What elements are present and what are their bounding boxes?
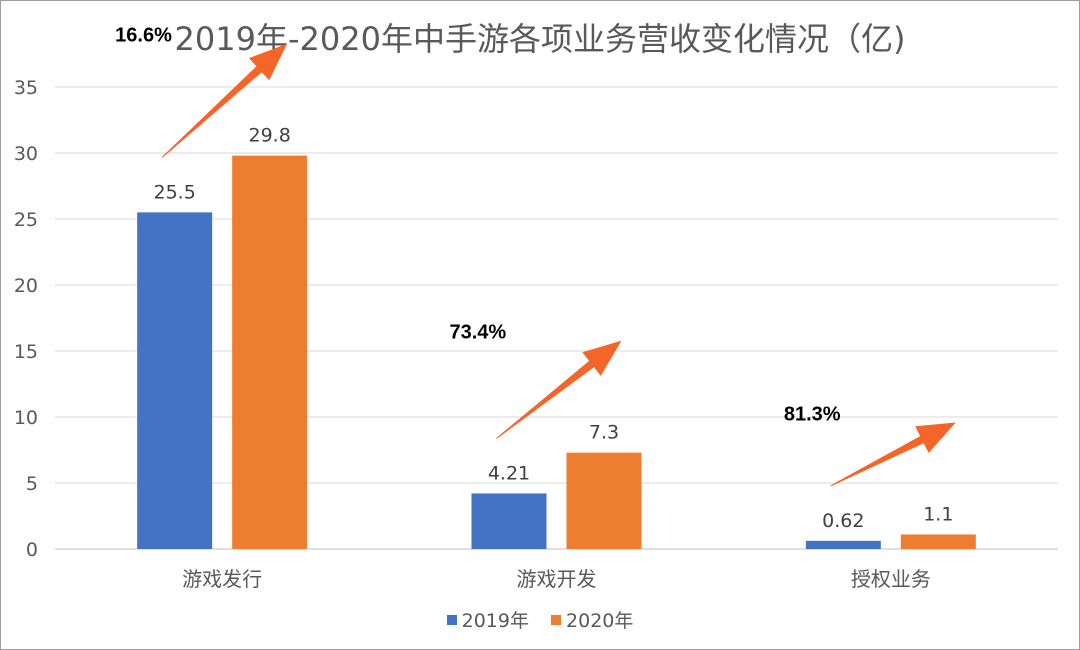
y-tick-label: 20	[14, 275, 38, 297]
y-tick-label: 30	[14, 143, 38, 165]
growth-arrow	[830, 422, 956, 487]
legend-swatch-2020	[551, 614, 562, 625]
data-label: 25.5	[154, 181, 196, 203]
growth-label: 16.6%	[115, 25, 172, 47]
y-tick-label: 25	[14, 209, 38, 231]
legend-item-2020: 2020年	[551, 606, 633, 633]
bar-2020	[900, 534, 976, 549]
data-label: 7.3	[589, 422, 619, 444]
x-tick-label: 游戏发行	[182, 567, 262, 591]
growth-arrow	[161, 43, 288, 158]
x-tick-label: 授权业务	[851, 567, 931, 591]
y-tick-label: 0	[26, 539, 38, 561]
chart-legend: 2019年 2020年	[0, 606, 1080, 633]
y-tick-label: 35	[14, 77, 38, 99]
y-tick-label: 15	[14, 341, 38, 363]
y-tick-label: 10	[14, 407, 38, 429]
legend-swatch-2019	[446, 614, 457, 625]
bar-2019	[805, 540, 881, 549]
data-label: 4.21	[488, 462, 530, 484]
data-label: 0.62	[822, 510, 864, 532]
bar-2020	[232, 155, 308, 549]
legend-item-2019: 2019年	[446, 606, 529, 633]
y-tick-label: 5	[26, 473, 38, 495]
bar-2019	[471, 493, 547, 549]
data-label: 1.1	[923, 503, 953, 525]
growth-arrow	[496, 340, 622, 439]
data-label: 29.8	[249, 125, 291, 147]
x-tick-label: 游戏开发	[517, 567, 597, 591]
legend-label-2019: 2019年	[461, 610, 529, 632]
bar-2019	[137, 212, 213, 549]
bar-2020	[566, 452, 642, 549]
growth-label: 73.4%	[450, 322, 507, 344]
legend-label-2020: 2020年	[566, 610, 634, 632]
growth-label: 81.3%	[784, 403, 841, 425]
chart-title: 2019年-2020年中手游各项业务营收变化情况（亿)	[174, 20, 906, 58]
